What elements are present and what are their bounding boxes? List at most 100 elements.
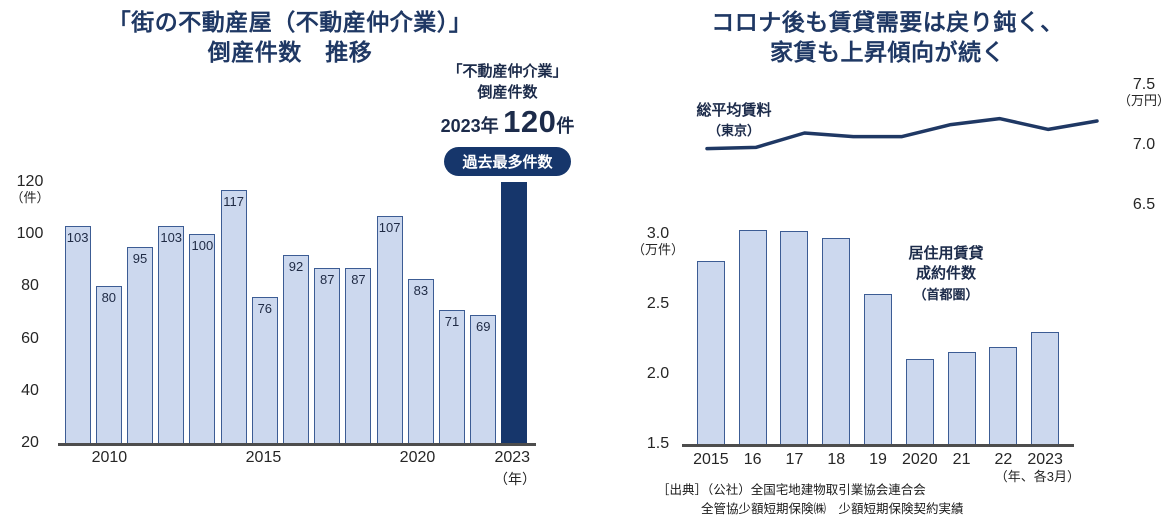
rent-axis-unit: （万円） [1117, 93, 1170, 108]
rent-line-chart [705, 116, 1099, 151]
record-annotation: 「不動産仲介業」 倒産件数 2023年 120件 過去最多件数 [415, 61, 600, 176]
bar-slot: 100 [187, 182, 218, 443]
x-tick-label: 17 [785, 451, 804, 468]
bar-slot: 92 [280, 182, 311, 443]
rent-line-label-line2: （東京） [707, 122, 760, 138]
bar-slot: 83 [405, 182, 436, 443]
bar-value-label: 103 [160, 230, 183, 246]
annotation-label: 「不動産仲介業」 倒産件数 [415, 61, 600, 103]
bar-value-label: 87 [351, 272, 366, 288]
bar-2014: 117 [220, 189, 247, 443]
contracts-axis-unit: （万件） [631, 242, 684, 257]
bar-2022: 69 [470, 315, 497, 443]
bar-value-label: 92 [288, 259, 304, 275]
x-tick-label: 18 [827, 451, 846, 468]
bar-16 [738, 229, 767, 444]
bar-2017: 87 [314, 268, 341, 443]
source-note: ［出典］（公社）全国宅地建物取引業協会連合会 全管協少額短期保険㈱ 少額短期保険… [657, 481, 964, 519]
bar-value-label: 117 [223, 193, 244, 209]
bar-slot: 117 [218, 182, 249, 443]
x-tick-label [281, 449, 311, 467]
annotation-year: 2023年 [440, 116, 499, 136]
bar-slot [1024, 206, 1066, 444]
bankruptcy-bars: 103 80 95 103 100 117 76 92 87 87 107 83 71 69 [62, 182, 530, 443]
x-tick-label [157, 449, 187, 467]
x-tick-label [370, 449, 400, 467]
right-x-axis-labels: 2015 16 17 18 19 2020 21 22 2023 [690, 451, 1066, 469]
x-tick-label: 2020 [902, 451, 938, 468]
bar-slot [815, 206, 857, 444]
x-tick-label: 2023 [494, 449, 531, 466]
left-chart-panel: 「街の不動産屋（不動産仲介業）」 倒産件数 推移 「不動産仲介業」 倒産件数 2… [10, 9, 574, 487]
y-tick-label: 100 [16, 225, 44, 242]
bar-22 [989, 347, 1018, 444]
bar-value-label: 76 [257, 300, 273, 316]
x-tick-label [435, 449, 465, 467]
bar-2013: 100 [189, 234, 216, 443]
rent-line-series-label: 総平均賃料 （東京） [688, 101, 780, 140]
y-tick-label: 60 [21, 330, 39, 347]
bar-slot [982, 206, 1024, 444]
contracts-label-line3: （首都圏） [913, 286, 979, 302]
bar-slot: 103 [62, 182, 93, 443]
bar-value-label: 95 [132, 251, 148, 267]
bar-value-label: 103 [66, 230, 89, 246]
x-tick-label [127, 449, 157, 467]
bar-2016: 92 [283, 255, 310, 443]
source-line2: 全管協少額短期保険㈱ 少額短期保険契約実績 [701, 501, 964, 516]
annotation-label-line2: 倒産件数 [477, 84, 538, 101]
y-tick-label: 2.5 [646, 295, 670, 312]
x-tick-label: 19 [869, 451, 887, 468]
contracts-label-line2: 成約件数 [915, 265, 976, 283]
x-tick-label: 21 [952, 451, 971, 468]
left-x-axis-labels: 2010 2015 2020 2023 [62, 449, 530, 467]
bar-2021: 71 [439, 309, 466, 443]
bar-2018: 87 [345, 268, 372, 443]
bar-slot: 103 [156, 182, 187, 443]
x-tick-label [465, 449, 495, 467]
bar-2015 [696, 260, 725, 444]
contracts-axis-labels: 3.0 （万件） 2.5 2.0 1.5 [628, 0, 688, 524]
bar-slot: 87 [343, 182, 374, 443]
contracts-label-line1: 居住用賃貸 [908, 245, 984, 262]
bar-slot: 95 [124, 182, 155, 443]
bar-slot: 80 [93, 182, 124, 443]
y-tick-label: 40 [21, 382, 39, 399]
left-y-axis-unit: （件） [10, 190, 50, 205]
right-chart-panel: コロナ後も賃貸需要は戻り鈍く、 家賃も上昇傾向が続く 総平均賃料 （東京） 7.… [590, 0, 1174, 524]
bar-value-label: 80 [101, 290, 117, 306]
bar-2023 [501, 182, 528, 443]
bar-2015: 76 [251, 296, 278, 443]
y-tick-label: 20 [21, 434, 39, 451]
right-title-line2: 家賃も上昇傾向が続く [770, 39, 1005, 66]
x-tick-label [311, 449, 341, 467]
bar-slot [857, 206, 899, 444]
x-tick-label [186, 449, 216, 467]
annotation-stat: 2023年 120件 [415, 104, 600, 140]
bar-2011: 95 [127, 247, 153, 443]
x-tick-label: 2015 [245, 449, 282, 466]
lease-contract-bars [690, 206, 1066, 444]
annotation-label-line1: 「不動産仲介業」 [447, 63, 568, 80]
y-tick-label: 7.0 [1132, 136, 1156, 153]
left-x-axis-line [58, 443, 536, 446]
bar-slot: 87 [312, 182, 343, 443]
bar-21 [947, 351, 976, 444]
x-tick-label [340, 449, 370, 467]
annotation-value: 120 [503, 104, 557, 139]
bar-2012: 103 [158, 226, 185, 443]
left-title-line2: 倒産件数 推移 [207, 39, 373, 66]
annotation-unit: 件 [556, 116, 575, 136]
x-tick-label: 2023 [1027, 451, 1063, 468]
contracts-series-label: 居住用賃貸 成約件数 （首都圏） [898, 244, 994, 305]
left-title-line1: 「街の不動産屋（不動産仲介業）」 [107, 9, 473, 35]
x-tick-label: 2020 [399, 449, 436, 466]
record-high-badge: 過去最多件数 [444, 147, 571, 176]
y-tick-label: 120 [16, 173, 44, 190]
x-tick-label: 2015 [693, 451, 729, 468]
bar-value-label: 107 [378, 219, 401, 235]
bar-slot [774, 206, 816, 444]
bar-2020 [905, 358, 934, 444]
source-line1: ［出典］（公社）全国宅地建物取引業協会連合会 [657, 483, 926, 497]
bar-2010: 80 [95, 286, 122, 443]
